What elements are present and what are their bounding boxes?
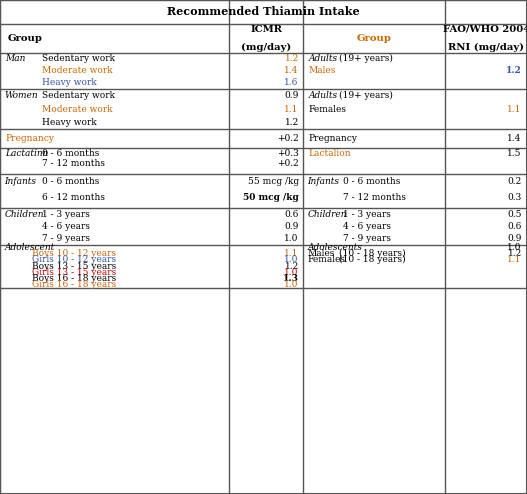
Text: 1.4: 1.4 [508,134,522,143]
Text: 1 - 3 years: 1 - 3 years [343,210,391,219]
Text: 0.9: 0.9 [285,91,299,100]
Text: 0.9: 0.9 [285,222,299,231]
Text: 0 - 6 months: 0 - 6 months [343,177,400,186]
Text: Group: Group [8,34,43,43]
Text: 1.1: 1.1 [508,105,522,114]
Text: Group: Group [357,34,392,43]
Text: 4 - 6 years: 4 - 6 years [42,222,90,231]
Text: Girls 16 - 18 years: Girls 16 - 18 years [32,280,116,289]
Text: Boys 10 - 12 years: Boys 10 - 12 years [32,249,116,258]
Text: 1.4: 1.4 [285,66,299,76]
Text: 0.3: 0.3 [508,193,522,202]
Text: Heavy work: Heavy work [42,79,97,87]
Text: 55 mcg /kg: 55 mcg /kg [248,177,299,186]
Text: 7 - 9 years: 7 - 9 years [343,234,391,243]
Text: Females: Females [308,105,346,114]
Text: 0.9: 0.9 [508,234,522,243]
Text: 1.1: 1.1 [285,105,299,114]
Text: 6 - 12 months: 6 - 12 months [42,193,105,202]
Text: 50 mcg /kg: 50 mcg /kg [243,193,299,202]
Text: 1.2: 1.2 [285,118,299,127]
Text: (19+ years): (19+ years) [339,54,393,63]
Text: 1.6: 1.6 [285,79,299,87]
Text: Boys 13 - 15 years: Boys 13 - 15 years [32,261,116,271]
Text: Heavy work: Heavy work [42,118,97,127]
Text: Moderate work: Moderate work [42,66,113,76]
Text: Adults: Adults [308,91,337,100]
Text: Recommended Thiamin Intake: Recommended Thiamin Intake [167,6,360,17]
Text: Girls 13 - 15 years: Girls 13 - 15 years [32,268,116,277]
Text: Infants: Infants [4,177,36,186]
Text: 1.5: 1.5 [507,149,522,158]
Text: 1.0: 1.0 [285,234,299,243]
Text: 4 - 6 years: 4 - 6 years [343,222,391,231]
Text: 1.2: 1.2 [285,261,299,271]
Text: +0.2: +0.2 [277,159,299,168]
Text: (10 - 18 years): (10 - 18 years) [339,249,405,258]
Text: Sedentary work: Sedentary work [42,91,115,100]
Text: 1.1: 1.1 [285,249,299,258]
Text: 1.0: 1.0 [285,280,299,289]
Text: 0.5: 0.5 [507,210,522,219]
Text: 1.2: 1.2 [508,249,522,258]
Text: 7 - 9 years: 7 - 9 years [42,234,90,243]
Text: Males: Males [308,66,336,76]
Text: 0 - 6 months: 0 - 6 months [42,149,100,158]
Text: 1 - 3 years: 1 - 3 years [42,210,90,219]
Text: Infants: Infants [307,177,339,186]
Text: Moderate work: Moderate work [42,105,113,114]
Text: Children: Children [307,210,347,219]
Text: FAO/WHO 2004: FAO/WHO 2004 [443,25,527,34]
Text: +0.2: +0.2 [277,134,299,143]
Text: +0.3: +0.3 [277,149,299,158]
Text: 1.0: 1.0 [285,255,299,264]
Text: Pregnancy: Pregnancy [308,134,357,143]
Text: Sedentary work: Sedentary work [42,54,115,63]
Text: Man: Man [5,54,26,63]
Text: Females: Females [307,255,345,264]
Text: 1.1: 1.1 [508,255,522,264]
Text: 0.6: 0.6 [508,222,522,231]
Text: Lactatinn: Lactatinn [5,149,48,158]
Text: Adults: Adults [308,54,337,63]
Text: Children: Children [4,210,44,219]
Text: RNI (mg/day): RNI (mg/day) [448,42,524,52]
Text: Adolescents: Adolescents [307,243,362,252]
Text: 1.2: 1.2 [285,54,299,63]
Text: Pregnancy: Pregnancy [5,134,54,143]
Text: 0.2: 0.2 [508,177,522,186]
Text: (19+ years): (19+ years) [339,91,393,100]
Text: Males: Males [307,249,335,258]
Text: Adolescent: Adolescent [4,243,54,252]
Text: (10 - 18 years): (10 - 18 years) [339,255,405,264]
Text: 1.2: 1.2 [506,66,522,76]
Text: (mg/day): (mg/day) [241,42,291,52]
Text: Boys 16 - 18 years: Boys 16 - 18 years [32,274,116,283]
Text: 1.3: 1.3 [283,274,299,283]
Text: 0 - 6 months: 0 - 6 months [42,177,100,186]
Text: ICMR: ICMR [250,25,282,34]
Text: 7 - 12 months: 7 - 12 months [42,159,105,168]
Text: Women: Women [4,91,38,100]
Text: Girls 10 - 12 years: Girls 10 - 12 years [32,255,116,264]
Text: 1.0: 1.0 [508,243,522,252]
Text: 1.0: 1.0 [285,268,299,277]
Text: 7 - 12 months: 7 - 12 months [343,193,406,202]
Text: Lactalion: Lactalion [308,149,351,158]
Text: 0.6: 0.6 [285,210,299,219]
